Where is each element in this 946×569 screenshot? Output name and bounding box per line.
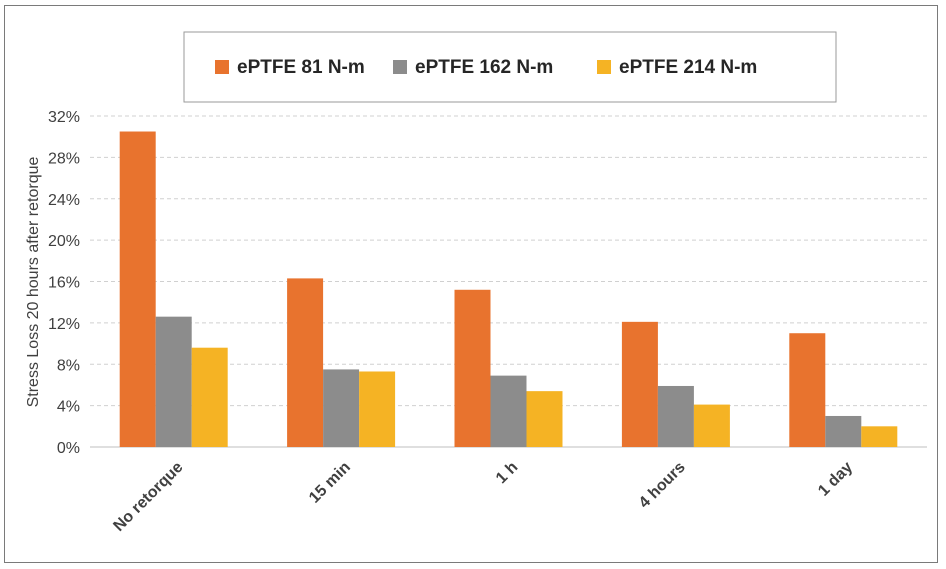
bars bbox=[119, 131, 898, 447]
x-tick-label: 1 day bbox=[815, 459, 856, 500]
bar-1-4 bbox=[621, 321, 658, 447]
legend-label: ePTFE 81 N-m bbox=[237, 57, 365, 78]
bar-2-5 bbox=[825, 415, 862, 447]
legend-label: ePTFE 214 N-m bbox=[619, 57, 757, 78]
y-tick-label: 20% bbox=[48, 233, 80, 250]
legend-box bbox=[183, 31, 837, 103]
chart-frame: ePTFE 81 N-m ePTFE 162 N-m ePTFE 214 N-m 0… bbox=[4, 5, 938, 563]
bar-3-2 bbox=[359, 371, 396, 447]
y-tick-label: 28% bbox=[48, 150, 80, 167]
bar-3-1 bbox=[191, 347, 228, 447]
x-tick-label: 4 hours bbox=[636, 459, 689, 512]
bar-chart: ePTFE 81 N-m ePTFE 162 N-m ePTFE 214 N-m 0… bbox=[25, 31, 927, 535]
y-tick-label: 24% bbox=[48, 192, 80, 209]
bar-2-1 bbox=[155, 316, 192, 447]
bar-1-2 bbox=[287, 278, 324, 447]
y-tick-label: 4% bbox=[57, 399, 80, 416]
legend-swatch bbox=[597, 60, 611, 74]
bar-2-4 bbox=[657, 385, 694, 447]
x-tick-label: No retorque bbox=[110, 459, 186, 535]
bar-1-1 bbox=[119, 131, 156, 447]
bar-3-5 bbox=[861, 426, 898, 447]
y-axis-label: Stress Loss 20 hours after retorque bbox=[25, 157, 42, 408]
bar-1-5 bbox=[789, 333, 826, 447]
y-tick-label: 8% bbox=[57, 357, 80, 374]
y-tick-label: 0% bbox=[57, 440, 80, 457]
bar-3-3 bbox=[526, 391, 563, 447]
legend-label: ePTFE 162 N-m bbox=[415, 57, 553, 78]
x-tick-label: 1 h bbox=[493, 459, 521, 487]
bar-3-4 bbox=[693, 404, 730, 447]
bar-1-3 bbox=[454, 289, 491, 447]
legend: ePTFE 81 N-m ePTFE 162 N-m ePTFE 214 N-m bbox=[215, 57, 757, 78]
x-tick-label: 15 min bbox=[306, 459, 354, 507]
x-axis-ticks: No retorque 15 min 1 h 4 hours 1 day bbox=[110, 459, 856, 535]
legend-swatch bbox=[215, 60, 229, 74]
bar-2-2 bbox=[323, 369, 360, 447]
y-tick-label: 16% bbox=[48, 275, 80, 292]
legend-swatch bbox=[393, 60, 407, 74]
bar-2-3 bbox=[490, 375, 527, 447]
y-tick-label: 12% bbox=[48, 316, 80, 333]
y-axis-ticks: 0% 4% 8% 12% 16% 20% 24% 28% 32% bbox=[48, 109, 80, 457]
y-tick-label: 32% bbox=[48, 109, 80, 126]
